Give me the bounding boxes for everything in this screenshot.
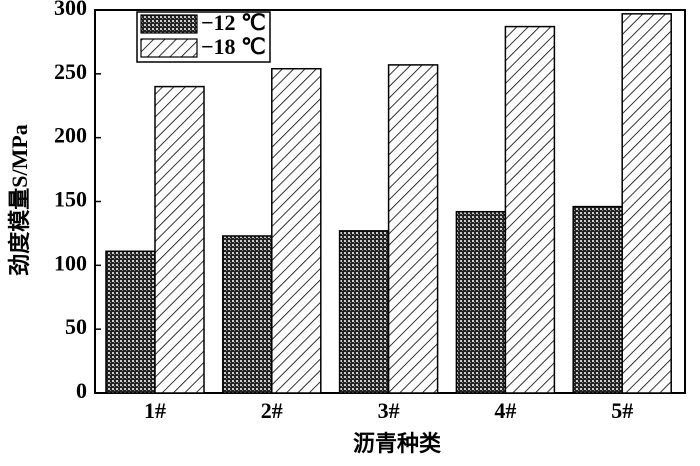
- y-tick-label: 100: [54, 250, 87, 275]
- x-axis-label: 沥青种类: [353, 431, 442, 456]
- x-tick-label: 3#: [378, 398, 400, 423]
- bar: [572, 205, 623, 394]
- y-tick-label: 300: [54, 0, 87, 20]
- legend-label: −12 ℃: [201, 10, 266, 35]
- legend-label: −18 ℃: [201, 34, 266, 59]
- y-tick-label: 0: [76, 378, 87, 403]
- bar: [455, 210, 507, 394]
- y-tick-label: 250: [54, 59, 87, 84]
- bar: [621, 13, 672, 394]
- y-tick-label: 200: [54, 123, 87, 148]
- bar: [222, 235, 273, 394]
- bar: [271, 67, 322, 394]
- x-tick-label: 5#: [611, 398, 633, 423]
- bar: [504, 25, 556, 394]
- bar: [338, 230, 390, 394]
- legend-swatch: [140, 38, 198, 58]
- bar: [154, 85, 205, 394]
- bar: [387, 64, 439, 394]
- x-tick-label: 4#: [494, 398, 516, 423]
- x-tick-label: 1#: [144, 398, 166, 423]
- legend-swatch: [140, 14, 198, 34]
- y-tick-label: 50: [65, 314, 87, 339]
- x-tick-label: 2#: [261, 398, 283, 423]
- y-tick-label: 150: [54, 187, 87, 212]
- bar: [105, 250, 156, 394]
- y-axis-label: 劲度模量S/MPa: [7, 124, 32, 276]
